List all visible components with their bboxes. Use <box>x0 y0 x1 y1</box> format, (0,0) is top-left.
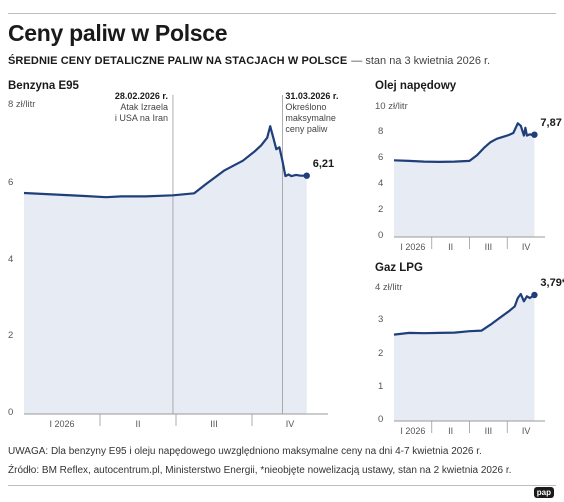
note-uwaga: UWAGA: Dla benzyny E95 i oleju napędoweg… <box>8 446 482 457</box>
e95-annotation: 28.02.2026 r. Atak Izraela i USA na Iran <box>114 91 168 123</box>
lpg-series-line <box>393 292 536 336</box>
subtitle-text: ŚREDNIE CENY DETALICZNE PALIW NA STACJAC… <box>8 55 348 67</box>
lpg-ytick: 2 <box>378 347 384 359</box>
e95-ytick: 2 <box>8 330 14 342</box>
on-last-value: 7,87 <box>540 116 562 129</box>
on-xtick: I 2026 <box>400 242 426 252</box>
lpg-last-point <box>531 291 538 299</box>
page-title: Ceny paliw w Polsce <box>8 20 228 46</box>
e95-xtick: III <box>210 419 218 429</box>
on-ytick: 8 <box>378 126 384 137</box>
e95-xtick: IV <box>285 419 295 429</box>
on-series-line <box>393 122 535 163</box>
bottom-rule <box>8 485 556 486</box>
pap-logo: pap <box>533 487 554 498</box>
e95-ytick: 0 <box>8 407 14 418</box>
e95-series-line <box>23 125 307 199</box>
top-rule <box>8 13 556 14</box>
on-xtick: IV <box>521 242 531 252</box>
lpg-xtick: III <box>484 426 493 436</box>
on-xtick: II <box>448 242 454 252</box>
note-source: Źródło: BM Reflex, autocentrum.pl, Minis… <box>8 465 512 476</box>
on-unit: 10 zł/litr <box>375 101 408 112</box>
e95-annotation: 31.03.2026 r. Określono maksymalne ceny pal… <box>285 91 339 134</box>
on-xtick: III <box>484 242 493 252</box>
e95-last-point <box>303 172 310 179</box>
e95-last-value: 6,21 <box>312 157 335 170</box>
e95-ytick: 6 <box>8 176 14 188</box>
subtitle-date: — stan na 3 kwietnia 2026 r. <box>351 55 491 67</box>
on-ytick: 6 <box>378 152 384 163</box>
lpg-last-value: 3,79* <box>540 276 564 289</box>
lpg-title: Gaz LPG <box>375 262 423 274</box>
lpg-ytick: 3 <box>378 314 384 326</box>
on-title: Olej napędowy <box>375 80 457 92</box>
e95-title: Benzyna E95 <box>8 80 79 92</box>
lpg-ytick: 0 <box>378 414 384 425</box>
e95-unit: 8 zł/litr <box>8 99 36 110</box>
on-ytick: 0 <box>378 230 384 241</box>
on-ytick: 4 <box>378 178 384 189</box>
e95-xtick: II <box>135 419 141 429</box>
on-area <box>394 123 535 237</box>
lpg-xtick: IV <box>521 426 531 436</box>
lpg-ytick: 1 <box>378 380 384 392</box>
e95-ytick: 4 <box>8 253 14 265</box>
e95-area <box>24 126 307 414</box>
on-ytick: 2 <box>378 204 384 215</box>
lpg-xtick: I 2026 <box>400 426 426 436</box>
on-last-point <box>531 131 538 138</box>
page-subtitle: ŚREDNIE CENY DETALICZNE PALIW NA STACJAC… <box>8 55 490 67</box>
lpg-xtick: II <box>448 426 454 436</box>
lpg-area <box>394 294 535 421</box>
lpg-unit: 4 zł/litr <box>375 282 403 293</box>
e95-xtick: I 2026 <box>49 419 75 429</box>
